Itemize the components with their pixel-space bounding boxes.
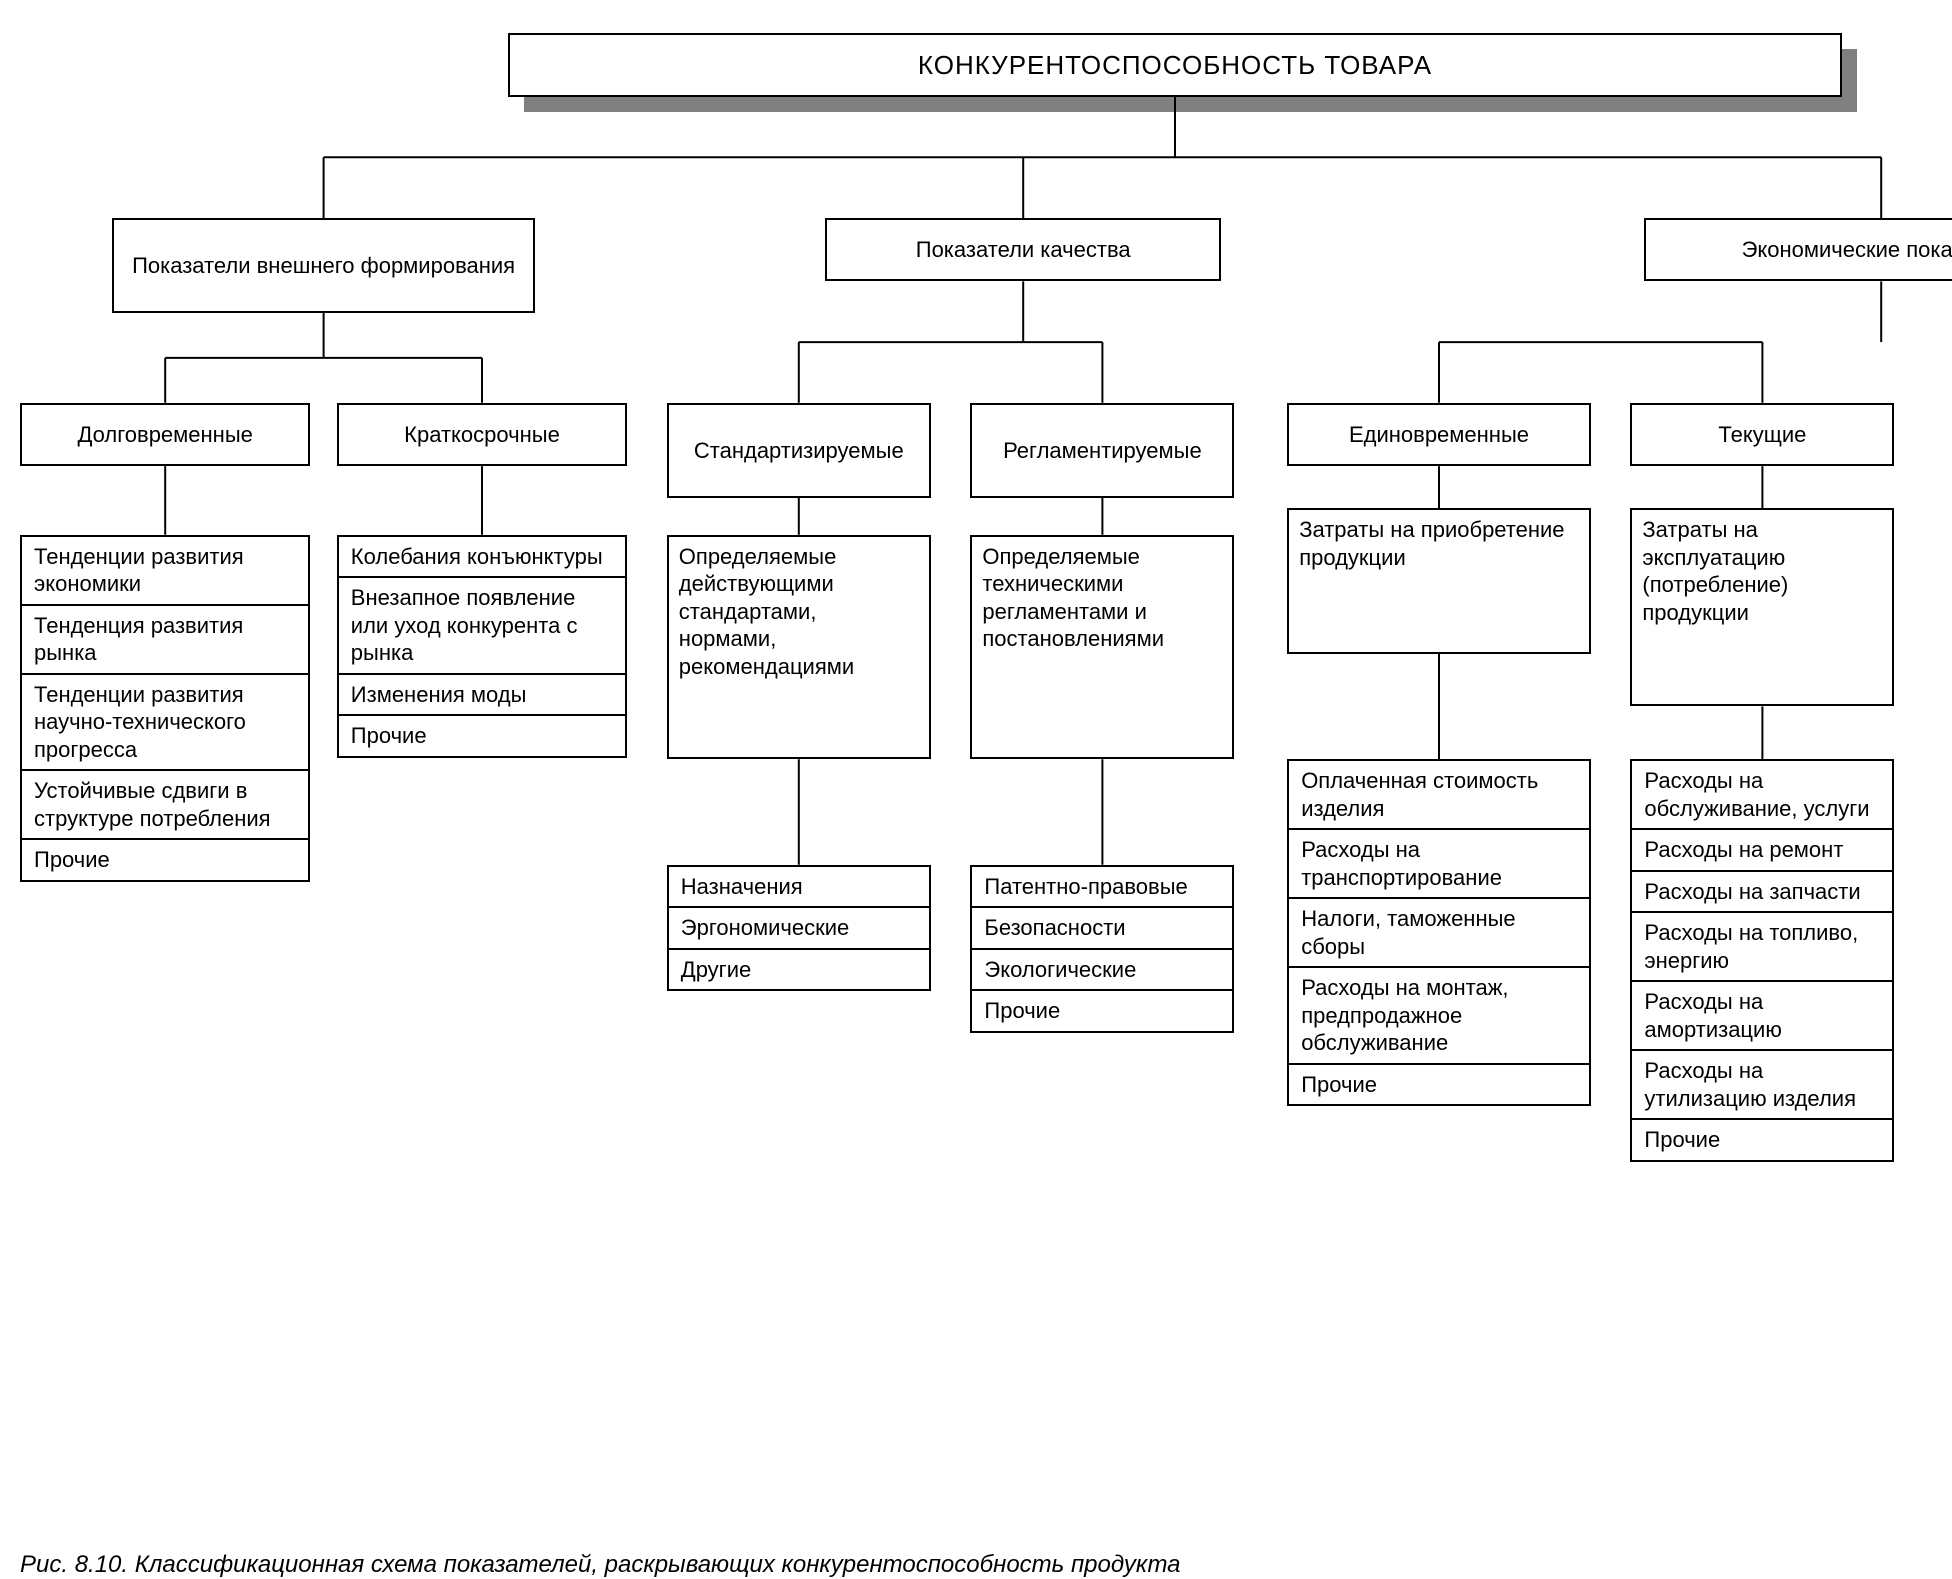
list-regulated-item: Прочие [972,991,1232,1031]
list-current-item: Расходы на ремонт [1632,830,1892,872]
list-longterm-item: Тенденции развития экономики [22,537,308,606]
list-shortterm-item: Внезапное появление или уход конкурента … [339,578,625,675]
list-shortterm: Колебания конъюнктурыВнезапное появление… [337,535,627,758]
list-current-item: Расходы на утилизацию изделия [1632,1051,1892,1120]
list-longterm-item: Устойчивые сдвиги в структуре потреблени… [22,771,308,840]
list-onetime: Оплаченная стоимость изделияРасходы на т… [1287,759,1591,1106]
list-longterm-item: Прочие [22,840,308,880]
subbranch-shortterm-header: Краткосрочные [337,403,627,466]
list-onetime-item: Налоги, таможенные сборы [1289,899,1589,968]
list-longterm-item: Тенденции развития научно-технического п… [22,675,308,772]
branch-external: Показатели внешнего формирования [112,218,534,313]
list-regulated-item: Экологические [972,950,1232,992]
list-regulated-item: Безопасности [972,908,1232,950]
list-longterm-item: Тенденция развития рынка [22,606,308,675]
list-standardized: НазначенияЭргономическиеДругие [667,865,931,992]
figure-caption: Рис. 8.10. Классификационная схема показ… [20,1551,1181,1579]
root-box: КОНКУРЕНТОСПОСОБНОСТЬ ТОВАРА [508,33,1841,96]
subbranch-longterm-header: Долговременные [20,403,310,466]
list-regulated-item: Патентно-правовые [972,867,1232,909]
subbranch-regulated-desc: Определяемые техническими регламентами и… [970,535,1234,759]
list-onetime-item: Расходы на монтаж, предпродажное обслужи… [1289,968,1589,1065]
subbranch-onetime-desc: Затраты на приобретение продукции [1287,508,1591,653]
subbranch-current-header: Текущие [1630,403,1894,466]
subbranch-standardized-desc: Определяемые действующими стандартами, н… [667,535,931,759]
list-current-item: Расходы на амортизацию [1632,982,1892,1051]
list-current-item: Расходы на обслуживание, услуги [1632,761,1892,830]
list-onetime-item: Оплаченная стоимость изделия [1289,761,1589,830]
list-standardized-item: Эргономические [669,908,929,950]
list-shortterm-item: Изменения моды [339,675,625,717]
list-shortterm-item: Прочие [339,716,625,756]
subbranch-standardized-header: Стандартизируемые [667,403,931,498]
list-regulated: Патентно-правовыеБезопасностиЭкологическ… [970,865,1234,1033]
list-standardized-item: Назначения [669,867,929,909]
list-standardized-item: Другие [669,950,929,990]
list-current-item: Прочие [1632,1120,1892,1160]
branch-economic: Экономические показатели [1644,218,1952,281]
list-shortterm-item: Колебания конъюнктуры [339,537,625,579]
subbranch-onetime-header: Единовременные [1287,403,1591,466]
subbranch-regulated-header: Регламентируемые [970,403,1234,498]
branch-quality: Показатели качества [825,218,1221,281]
list-current-item: Расходы на топливо, энергию [1632,913,1892,982]
list-current-item: Расходы на запчасти [1632,872,1892,914]
list-current: Расходы на обслуживание, услугиРасходы н… [1630,759,1894,1162]
list-onetime-item: Прочие [1289,1065,1589,1105]
subbranch-current-desc: Затраты на эксплуатацию (потребление) пр… [1630,508,1894,706]
list-onetime-item: Расходы на транспортирование [1289,830,1589,899]
list-longterm: Тенденции развития экономикиТенденция ра… [20,535,310,882]
